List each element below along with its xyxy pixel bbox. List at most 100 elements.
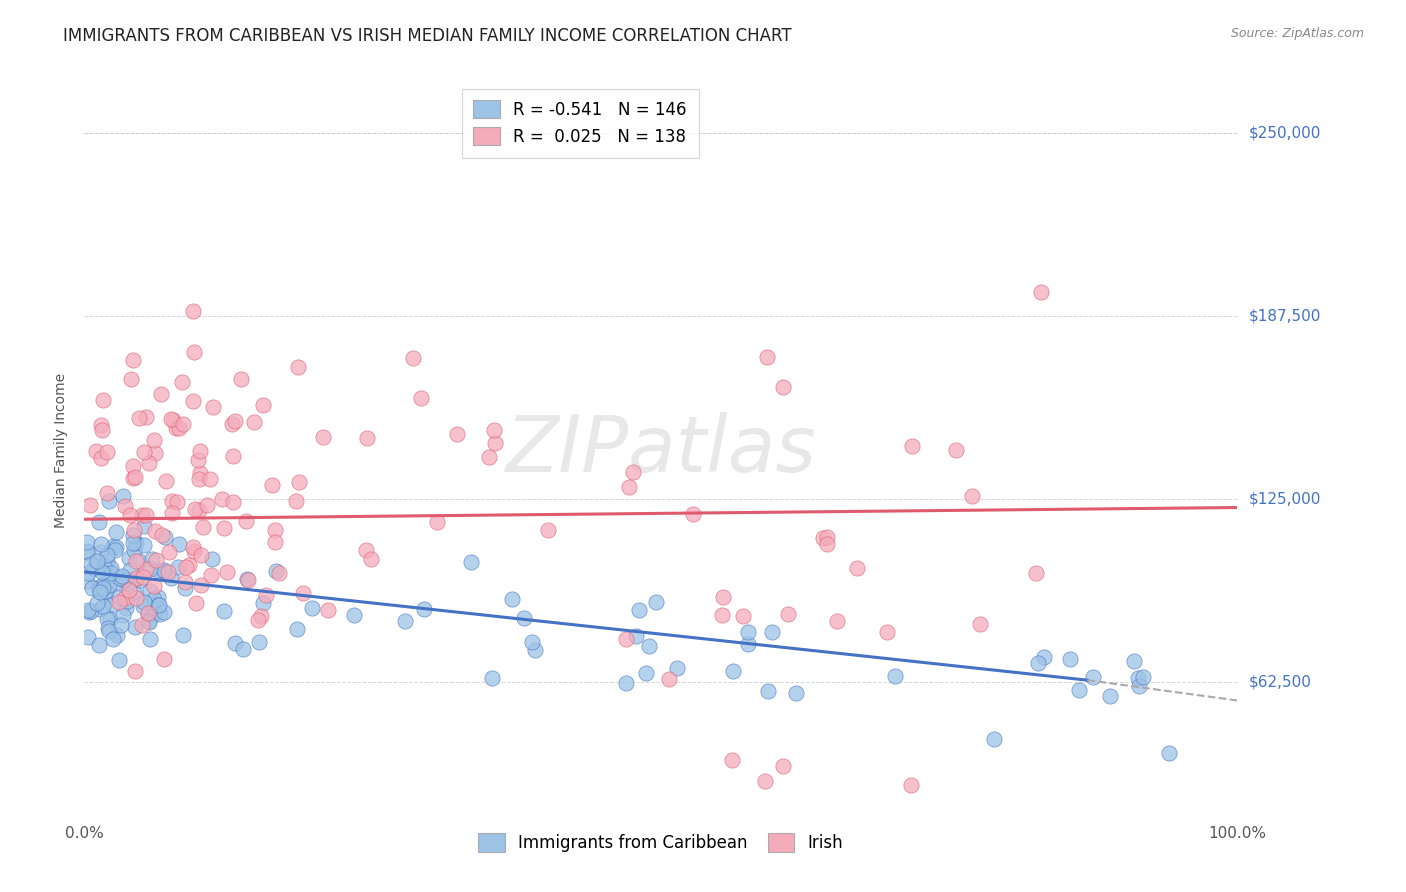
Point xyxy=(132,537,155,551)
Point xyxy=(250,609,273,624)
Point xyxy=(111,569,134,583)
Point xyxy=(100,612,122,626)
Point xyxy=(120,372,142,386)
Point xyxy=(96,554,118,568)
Point xyxy=(181,303,204,318)
Point xyxy=(761,625,783,640)
Point xyxy=(97,578,120,592)
Point xyxy=(1032,650,1054,665)
Point xyxy=(79,499,101,513)
Point xyxy=(181,394,204,409)
Point xyxy=(115,601,138,615)
Point xyxy=(513,611,536,625)
Point xyxy=(236,573,259,587)
Point xyxy=(316,603,339,617)
Point xyxy=(86,596,108,610)
Point xyxy=(131,570,153,584)
Point xyxy=(637,639,659,653)
Point xyxy=(665,661,688,675)
Point xyxy=(723,664,745,678)
Point xyxy=(172,417,194,431)
Point xyxy=(105,540,128,554)
Point xyxy=(212,521,235,535)
Point xyxy=(111,607,134,622)
Point xyxy=(96,583,118,598)
Point xyxy=(146,563,169,577)
Point xyxy=(96,570,118,584)
Point xyxy=(93,588,115,602)
Point xyxy=(157,545,180,559)
Point xyxy=(121,536,143,550)
Point xyxy=(254,588,277,602)
Point xyxy=(187,453,209,467)
Point xyxy=(360,551,382,566)
Point xyxy=(86,444,108,458)
Point xyxy=(394,614,416,628)
Point xyxy=(132,444,155,458)
Point xyxy=(252,398,274,412)
Point xyxy=(772,759,794,773)
Point xyxy=(150,528,173,542)
Point xyxy=(969,616,991,631)
Point xyxy=(845,560,868,574)
Point xyxy=(214,604,236,618)
Point xyxy=(900,439,922,453)
Point xyxy=(356,543,378,558)
Point xyxy=(264,535,287,549)
Point xyxy=(124,665,146,679)
Point xyxy=(153,530,176,544)
Point xyxy=(104,524,127,539)
Point xyxy=(152,563,174,577)
Point xyxy=(77,605,100,619)
Point xyxy=(121,528,143,542)
Point xyxy=(114,591,136,606)
Point xyxy=(150,387,173,401)
Point xyxy=(190,578,212,592)
Point xyxy=(174,559,197,574)
Point xyxy=(120,508,142,522)
Point xyxy=(876,624,898,639)
Point xyxy=(89,545,111,559)
Point xyxy=(162,413,184,427)
Point xyxy=(1123,655,1146,669)
Point xyxy=(136,607,159,622)
Point xyxy=(138,615,160,630)
Legend: Immigrants from Caribbean, Irish: Immigrants from Caribbean, Irish xyxy=(470,825,852,861)
Point xyxy=(1157,747,1180,761)
Point xyxy=(478,450,501,465)
Point xyxy=(173,575,195,590)
Point xyxy=(114,572,136,586)
Point xyxy=(77,603,100,617)
Point xyxy=(813,531,835,545)
Point xyxy=(301,600,323,615)
Point xyxy=(222,449,245,463)
Point xyxy=(983,731,1005,746)
Point xyxy=(122,585,145,599)
Point xyxy=(143,592,166,607)
Point xyxy=(215,565,238,579)
Text: ZIPatlas: ZIPatlas xyxy=(505,412,817,489)
Point xyxy=(132,519,155,533)
Point xyxy=(118,582,141,597)
Point xyxy=(945,443,967,458)
Point xyxy=(153,652,176,666)
Point xyxy=(413,602,436,616)
Point xyxy=(183,344,205,359)
Text: $187,500: $187,500 xyxy=(1249,309,1320,323)
Point xyxy=(139,561,162,575)
Text: $125,000: $125,000 xyxy=(1249,491,1320,507)
Point xyxy=(1025,566,1047,580)
Point xyxy=(90,537,112,551)
Point xyxy=(98,624,121,639)
Point xyxy=(143,433,166,447)
Point xyxy=(221,417,243,432)
Point xyxy=(356,431,378,445)
Point xyxy=(883,669,905,683)
Point xyxy=(108,571,131,585)
Point xyxy=(108,576,131,591)
Point xyxy=(89,585,111,599)
Point xyxy=(118,563,141,577)
Point xyxy=(737,637,759,651)
Point xyxy=(184,502,207,516)
Point xyxy=(125,536,148,550)
